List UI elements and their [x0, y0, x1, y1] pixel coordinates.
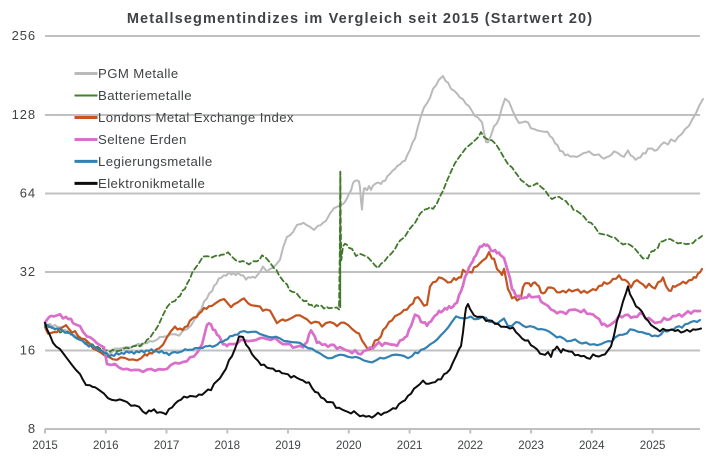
svg-text:2025: 2025 [640, 440, 666, 452]
svg-text:2017: 2017 [154, 440, 180, 452]
svg-text:2019: 2019 [275, 440, 301, 452]
svg-text:Londons Metal Exchange Index: Londons Metal Exchange Index [98, 110, 294, 125]
svg-text:2020: 2020 [336, 440, 362, 452]
svg-text:Legierungsmetalle: Legierungsmetalle [98, 154, 213, 169]
svg-text:2022: 2022 [458, 440, 484, 452]
svg-text:256: 256 [12, 28, 36, 43]
svg-text:2023: 2023 [518, 440, 544, 452]
svg-text:8: 8 [28, 421, 36, 436]
svg-text:Elektronikmetalle: Elektronikmetalle [98, 176, 205, 191]
svg-text:64: 64 [20, 186, 36, 201]
svg-text:128: 128 [12, 107, 36, 122]
svg-text:Metallsegmentindizes im Vergle: Metallsegmentindizes im Vergleich seit 2… [127, 11, 593, 27]
svg-text:Batteriemetalle: Batteriemetalle [98, 88, 192, 103]
svg-text:2021: 2021 [397, 440, 423, 452]
svg-text:Seltene Erden: Seltene Erden [98, 132, 187, 147]
svg-text:2016: 2016 [93, 440, 119, 452]
svg-text:32: 32 [20, 264, 36, 279]
svg-text:2018: 2018 [215, 440, 241, 452]
svg-text:PGM Metalle: PGM Metalle [98, 66, 179, 81]
svg-text:2024: 2024 [579, 440, 605, 452]
svg-text:16: 16 [20, 343, 36, 358]
svg-text:2015: 2015 [32, 440, 58, 452]
